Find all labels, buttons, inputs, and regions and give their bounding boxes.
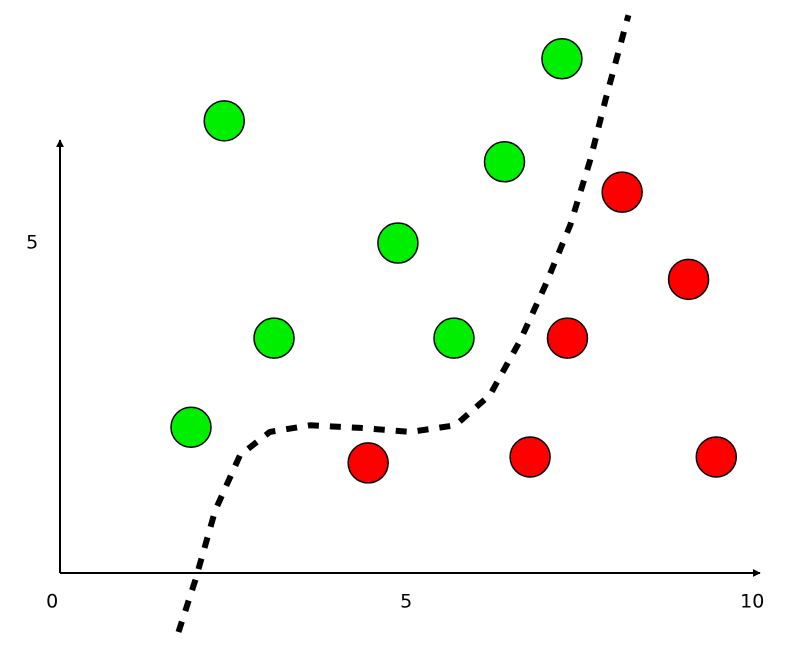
point bbox=[483, 141, 526, 183]
point bbox=[546, 317, 589, 359]
point bbox=[170, 406, 212, 449]
point bbox=[433, 317, 475, 359]
point bbox=[509, 436, 551, 478]
y-tick-label: 5 bbox=[26, 232, 38, 254]
decision-boundary bbox=[175, 14, 632, 633]
x-tick-label: 10 bbox=[740, 591, 764, 613]
point bbox=[377, 222, 419, 264]
x-tick-label: 0 bbox=[46, 591, 58, 613]
x-tick-label: 5 bbox=[400, 591, 412, 613]
point bbox=[695, 436, 738, 478]
point bbox=[253, 317, 295, 359]
point bbox=[541, 38, 583, 80]
point bbox=[667, 258, 710, 301]
point bbox=[601, 171, 643, 213]
point bbox=[347, 442, 389, 484]
point bbox=[203, 100, 245, 142]
